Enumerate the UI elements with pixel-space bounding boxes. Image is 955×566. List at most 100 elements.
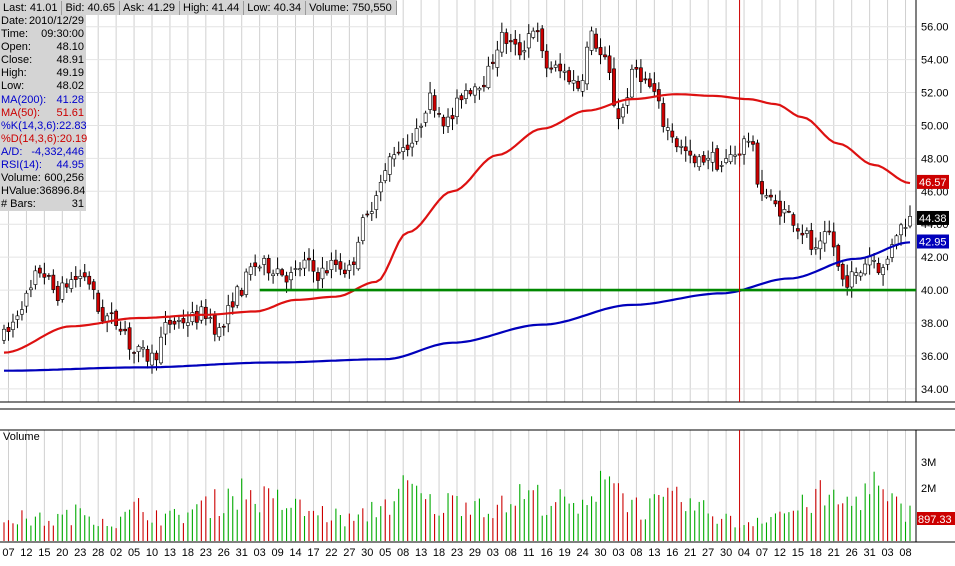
candle-body (630, 68, 634, 98)
candle-body (881, 267, 885, 275)
candle-body (123, 328, 127, 332)
candle-body (562, 70, 567, 73)
candle-body (522, 50, 527, 53)
candle-body (217, 327, 222, 338)
date-tick-label: 24 (576, 547, 588, 559)
candle-body (724, 158, 729, 163)
date-tick-label: 30 (361, 547, 373, 559)
date-tick-label: 03 (612, 547, 624, 559)
date-tick-label: 08 (899, 547, 911, 559)
quote-field: Last: 41.01 (0, 0, 63, 15)
quote-bar: Last: 41.01 Bid: 40.65 Ask: 41.29 High: 41.… (0, 0, 397, 15)
date-tick-label: 15 (792, 547, 804, 559)
candle-body (374, 195, 379, 210)
price-tag-box (917, 210, 949, 225)
candle-body (194, 311, 199, 323)
data-window-label: Date: (1, 15, 28, 27)
date-tick-label: 18 (182, 547, 194, 559)
data-window-row: High: 49.19 (0, 67, 86, 80)
candle-body (876, 262, 881, 274)
candle-body (73, 276, 78, 280)
candle-body (60, 282, 65, 300)
candle-body (203, 306, 208, 319)
candle-body (733, 154, 737, 157)
candle-body (531, 30, 536, 38)
candle-body (504, 32, 509, 44)
candle-body (141, 347, 145, 350)
candle-body (172, 320, 177, 325)
candle-body (746, 140, 751, 143)
date-tick-label: 10 (146, 547, 158, 559)
candle-body (647, 78, 652, 87)
candle-body (100, 307, 105, 322)
candle-body (755, 142, 760, 185)
data-window-label: %K(14,3,6): (1, 119, 60, 132)
quote-field: Ask: 41.29 (120, 0, 181, 15)
candle-body (244, 271, 249, 295)
candle-body (908, 216, 912, 227)
candle-body (136, 346, 141, 352)
data-window-row: Open: 48.10 (0, 41, 86, 54)
candle-body (114, 310, 119, 326)
date-tick-label: 27 (343, 547, 355, 559)
candle-body (365, 213, 370, 216)
candle-body (625, 97, 630, 106)
candle-body (347, 264, 352, 271)
candle-body (177, 320, 181, 322)
indicator-strip (0, 403, 955, 409)
candle-body (760, 181, 764, 195)
candle-body (840, 263, 845, 280)
candle-body (383, 170, 388, 181)
candle-body (683, 146, 688, 152)
candle-body (405, 144, 410, 151)
date-tick-label: 13 (164, 547, 176, 559)
candle-body (800, 232, 805, 236)
date-tick-label: 14 (289, 547, 301, 559)
candle-body (356, 241, 361, 270)
date-tick-label: 03 (487, 547, 499, 559)
candle-body (185, 322, 190, 326)
data-window-value: 44.95 (56, 159, 84, 172)
candle-body (221, 325, 226, 328)
candle-body (854, 272, 859, 276)
date-tick-label: 12 (20, 547, 32, 559)
data-window-row: A/D: -4,332,446 (0, 146, 86, 159)
date-tick-label: 20 (56, 547, 68, 559)
candle-body (549, 67, 554, 70)
quote-field-value: 41.44 (208, 1, 240, 14)
price-tag-label: 44.38 (919, 213, 947, 225)
candle-body (159, 336, 163, 364)
candle-body (235, 286, 240, 306)
candle-body (248, 266, 253, 275)
data-window-row: Close: 48.91 (0, 54, 86, 67)
data-window-value: 20.19 (59, 132, 88, 145)
data-window-label: MA(200): (1, 93, 47, 106)
candle-body (20, 309, 24, 315)
candle-body (455, 97, 459, 117)
candle-body (486, 65, 491, 88)
price-tick-label: 48.00 (921, 153, 949, 165)
candle-body (585, 46, 589, 85)
price-tag-label: 46.57 (919, 177, 947, 189)
candle-body (540, 28, 545, 52)
data-window-row: %K(14,3,6): 22.83 (0, 119, 87, 133)
quote-field-label: Bid: (65, 1, 85, 14)
quote-field: Low: 40.34 (244, 0, 307, 15)
candle-body (773, 200, 778, 205)
candle-body (652, 83, 657, 92)
price-axis: 56.0054.0052.0050.0048.0046.0044.0042.00… (921, 22, 949, 396)
candle-body (69, 279, 74, 289)
candle-body (342, 269, 347, 275)
data-window-row: MA(50): 51.61 (0, 107, 86, 120)
candle-body (423, 112, 428, 123)
data-window-label: HValue: (1, 185, 40, 198)
candle-body (96, 292, 101, 312)
candle-body (351, 261, 356, 265)
candle-body (55, 285, 60, 301)
candle-body (450, 115, 455, 120)
candlestick-series (2, 22, 912, 374)
date-tick-label: 15 (38, 547, 50, 559)
candle-body (230, 301, 235, 308)
candle-body (706, 157, 711, 161)
